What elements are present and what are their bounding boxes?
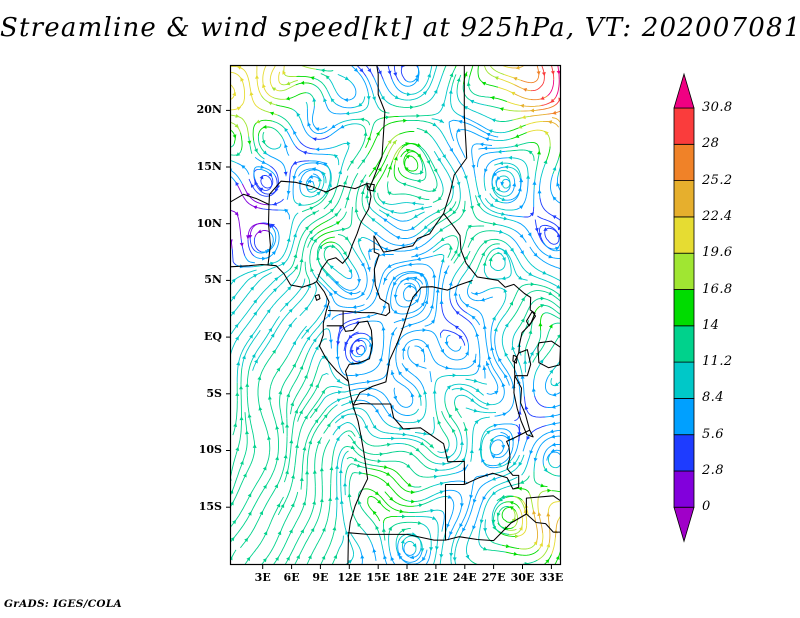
- colorbar-tick-label: 0: [702, 499, 711, 515]
- colorbar-tick-label: 22.4: [702, 208, 733, 224]
- lat-tick-label: 5S: [206, 386, 222, 400]
- lon-tick-label: 3E: [254, 571, 271, 584]
- lat-tick-label: 10S: [198, 443, 222, 457]
- colorbar-top-arrow: [673, 72, 695, 109]
- colorbar-tick-label: 28: [702, 136, 720, 152]
- colorbar-bands: [673, 72, 695, 543]
- axis-ticks: [226, 109, 552, 569]
- streamline-map: [226, 64, 562, 569]
- lat-tick-label: 10N: [196, 216, 222, 230]
- lat-tick-label: 15N: [196, 160, 222, 174]
- colorbar-bottom-arrow: [673, 506, 695, 543]
- lat-tick-label: EQ: [204, 330, 222, 344]
- lon-tick-label: 12E: [337, 571, 362, 584]
- colorbar-tick-label: 5.6: [702, 426, 724, 442]
- lon-tick-label: 30E: [510, 571, 535, 584]
- map-plot-area: [226, 64, 562, 569]
- plot-frame: [229, 64, 562, 566]
- map-borders-layer: [230, 65, 561, 565]
- colorbar-tick-label: 16.8: [702, 281, 733, 297]
- chart-title: Streamline & wind speed[kt] at 925hPa, V…: [0, 13, 800, 43]
- grads-attribution: GrADS: IGES/COLA: [4, 598, 122, 610]
- lon-tick-label: 15E: [366, 571, 391, 584]
- colorbar-tick-label: 19.6: [702, 245, 733, 261]
- streamline-arrows-layer: [230, 65, 561, 565]
- colorbar-tick-label: 30.8: [702, 100, 733, 115]
- lon-tick-label: 33E: [539, 571, 564, 584]
- colorbar-tick-label: 8.4: [702, 390, 724, 406]
- lat-tick-label: 5N: [204, 273, 222, 287]
- colorbar-tick-label: 14: [702, 317, 720, 333]
- colorbar-swatches: [673, 72, 695, 543]
- lon-tick-label: 6E: [283, 571, 300, 584]
- colorbar-tick-label: 25.2: [702, 172, 733, 188]
- lon-tick-label: 24E: [452, 571, 477, 584]
- colorbar-tick-label: 2.8: [702, 463, 724, 478]
- lat-tick-label: 20N: [196, 103, 222, 117]
- lon-tick-label: 18E: [395, 571, 419, 584]
- lat-tick-label: 15S: [198, 500, 222, 514]
- streamlines-layer: [230, 65, 561, 565]
- lon-tick-label: 27E: [481, 571, 506, 584]
- wind-speed-colorbar: 0 2.8 5.6 8.4 11.2 14 16.8 19.6 22.4 25.2 28 30.8: [672, 70, 782, 565]
- lon-tick-label: 21E: [424, 571, 448, 584]
- lon-tick-label: 9E: [312, 571, 329, 584]
- colorbar-tick-label: 11.2: [702, 354, 733, 370]
